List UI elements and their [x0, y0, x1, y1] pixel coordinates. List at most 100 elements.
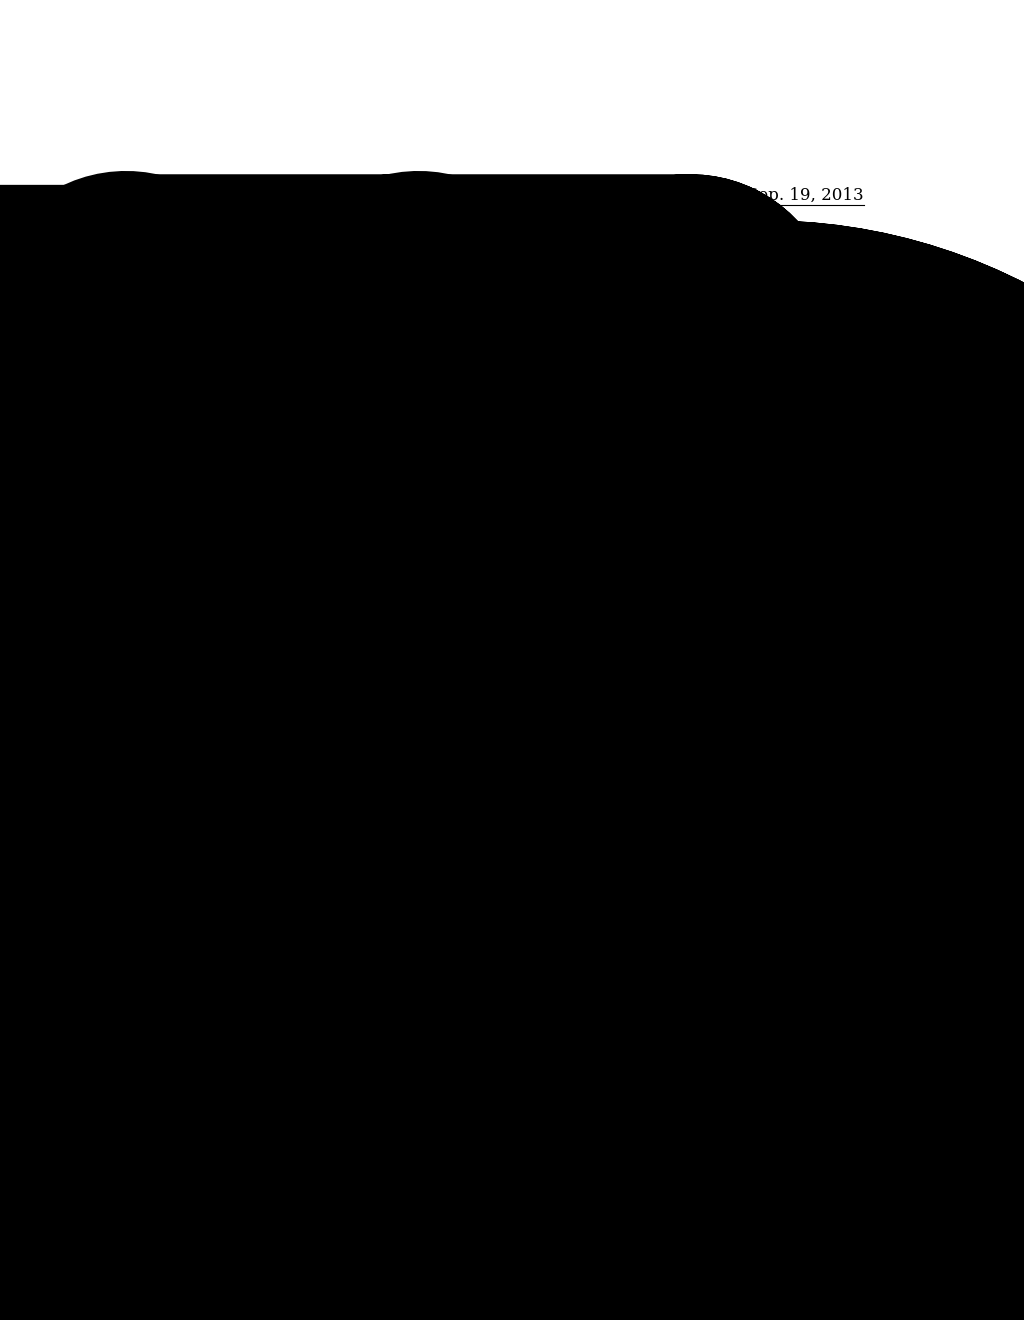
Text: Ph: Ph	[227, 733, 242, 746]
Text: OH: OH	[446, 948, 465, 961]
Text: Amino: Amino	[498, 907, 534, 916]
Text: or: or	[714, 319, 725, 329]
Text: or: or	[772, 1026, 782, 1036]
Text: Y: Y	[665, 290, 672, 304]
Text: Deprotection: Deprotection	[391, 314, 463, 323]
Text: deprotection affords the amine of formula C2, which may: deprotection affords the amine of formul…	[186, 634, 516, 647]
Text: N: N	[264, 751, 272, 764]
Text: OH: OH	[663, 932, 680, 945]
Text: previously described herein to afford a compound of Formula: previously described herein to afford a …	[539, 594, 891, 606]
Text: N: N	[423, 785, 431, 797]
Text: Y: Y	[818, 383, 825, 396]
Text: [0282]: [0282]	[186, 669, 228, 682]
Text: C1: C1	[307, 362, 324, 375]
Text: O: O	[447, 865, 457, 878]
Text: formula D4. The amine of formula D4 may be acylated with: formula D4. The amine of formula D4 may …	[539, 574, 882, 587]
Text: O: O	[795, 356, 804, 370]
Text: available or may be prepared by known methods described in: available or may be prepared by known me…	[539, 507, 896, 520]
Text: I: I	[311, 795, 314, 807]
Text: Scheme E: Scheme E	[659, 696, 726, 709]
Text: Ph: Ph	[553, 956, 567, 969]
Text: [0283]: [0283]	[539, 616, 582, 630]
Text: N: N	[418, 482, 427, 494]
Text: N: N	[299, 392, 308, 405]
Text: E2: E2	[663, 953, 677, 966]
Text: +: +	[646, 766, 659, 783]
Text: Y: Y	[264, 288, 271, 301]
Text: -continued: -continued	[318, 243, 382, 256]
Text: 12: 12	[513, 186, 537, 205]
Text: -continued: -continued	[581, 240, 643, 253]
Text: Y—C(O)—Q, B5: Y—C(O)—Q, B5	[735, 1008, 820, 1018]
Text: SmI₂,: SmI₂,	[499, 799, 528, 809]
Text: N: N	[618, 288, 628, 301]
Text: OH: OH	[700, 1051, 719, 1064]
Text: Compounds of formulae D1 and D2 are either commercially: Compounds of formulae D1 and D2 are eith…	[539, 498, 883, 511]
Text: (I)-D.: (I)-D.	[539, 603, 567, 616]
Text: ration of compounds of Formula (I)-D wherein Y and Z are as: ration of compounds of Formula (I)-D whe…	[539, 626, 888, 639]
Text: O: O	[434, 450, 443, 463]
Text: HMPA, THF: HMPA, THF	[763, 779, 823, 788]
Text: O: O	[340, 529, 349, 543]
Text: OH: OH	[793, 440, 811, 453]
Text: Z: Z	[679, 420, 687, 433]
Text: dium catalyzed hydrogenation to afford the free amine of: dium catalyzed hydrogenation to afford t…	[539, 565, 870, 578]
Text: Scheme D: Scheme D	[288, 696, 355, 709]
Text: O: O	[274, 413, 284, 426]
Text: Z—C(O)—Q, B2: Z—C(O)—Q, B2	[384, 407, 470, 416]
Text: N: N	[374, 925, 382, 939]
Text: O: O	[378, 813, 387, 826]
Text: E1: E1	[735, 828, 751, 841]
Text: compounds of Formula (I)-D wherein Y and Z are as defined: compounds of Formula (I)-D wherein Y and…	[186, 678, 529, 692]
Text: N: N	[303, 288, 312, 301]
Text: defined herein and R of Formula (I) is hydroxy.: defined herein and R of Formula (I) is h…	[539, 636, 805, 649]
Text: Removal of the benzhydryl group may be effected by palla-: Removal of the benzhydryl group may be e…	[539, 554, 882, 568]
Text: herein and R of Formula (I) is hydroxy.: herein and R of Formula (I) is hydroxy.	[186, 688, 404, 701]
Text: Ph: Ph	[337, 972, 352, 985]
Text: O: O	[640, 264, 649, 277]
Text: N: N	[356, 261, 366, 275]
Text: the synthetic methods described under Scheme B to afford the: the synthetic methods described under Sc…	[186, 615, 550, 627]
Text: HN: HN	[548, 323, 565, 337]
Text: amide coupling: amide coupling	[737, 1018, 817, 1027]
Text: P: P	[726, 751, 733, 762]
Text: +: +	[362, 766, 376, 783]
Text: Deprotection: Deprotection	[479, 916, 552, 925]
Text: Sep. 19, 2013: Sep. 19, 2013	[746, 187, 863, 203]
Text: amide coupling: amide coupling	[387, 416, 467, 425]
Text: O: O	[444, 760, 454, 774]
Text: N: N	[712, 754, 720, 767]
Text: N: N	[426, 888, 435, 902]
Text: (P): (P)	[738, 908, 754, 917]
Text: Y: Y	[259, 318, 267, 331]
Text: P: P	[366, 259, 372, 268]
Text: NH: NH	[350, 364, 368, 378]
Text: Ph: Ph	[592, 1076, 606, 1089]
Text: The compound of formula A6 may be acylated according to: The compound of formula A6 may be acylat…	[186, 605, 528, 618]
Text: US 2013/0244998 A1: US 2013/0244998 A1	[186, 187, 382, 203]
Text: N: N	[642, 874, 651, 887]
Text: N: N	[721, 417, 729, 430]
Text: D3: D3	[423, 970, 439, 983]
Text: Formula (I)-D: Formula (I)-D	[754, 471, 831, 484]
Text: Amino: Amino	[410, 305, 444, 314]
Text: the scientific literature. A compound of formula D1 may be: the scientific literature. A compound of…	[539, 516, 879, 529]
Text: D4: D4	[577, 370, 593, 383]
Text: P: P	[657, 871, 664, 880]
Text: C2: C2	[304, 466, 319, 479]
Text: Formula (I)-B: Formula (I)-B	[331, 587, 408, 601]
Text: N: N	[773, 380, 781, 393]
Text: acid chloride acylation: acid chloride acylation	[660, 327, 778, 338]
Text: a compound of Formula (I)-B.: a compound of Formula (I)-B.	[186, 653, 353, 667]
Text: Ph: Ph	[335, 913, 349, 925]
Text: Y: Y	[472, 891, 479, 904]
Text: SmI₂,: SmI₂,	[778, 770, 807, 779]
Text: treated with samarium iodide in the presence of HMPA, in an: treated with samarium iodide in the pres…	[539, 527, 889, 539]
Text: E3: E3	[700, 1072, 716, 1085]
Text: acid chloride acylation: acid chloride acylation	[718, 1035, 837, 1044]
Text: Y: Y	[260, 392, 267, 405]
Text: NH: NH	[676, 993, 693, 1006]
Text: Z—C(O)—Q, B2: Z—C(O)—Q, B2	[677, 302, 763, 312]
Text: acid chloride acylation: acid chloride acylation	[368, 433, 486, 444]
Text: amide coupling: amide coupling	[679, 310, 760, 321]
